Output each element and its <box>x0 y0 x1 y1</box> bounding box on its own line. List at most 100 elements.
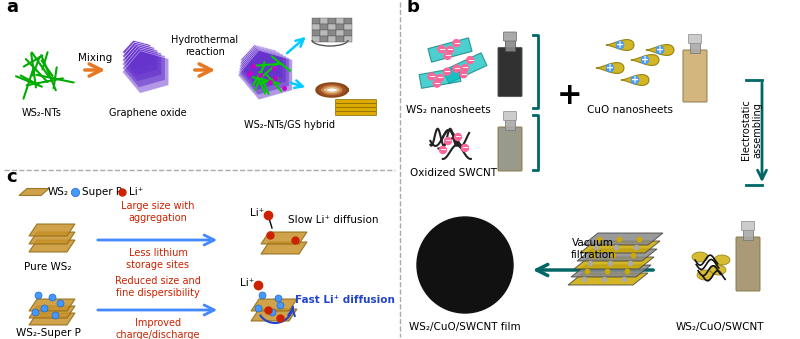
FancyBboxPatch shape <box>736 237 760 291</box>
Polygon shape <box>583 233 663 245</box>
Text: Pure WS₂: Pure WS₂ <box>24 262 72 272</box>
Bar <box>312 36 320 42</box>
Polygon shape <box>29 232 75 244</box>
Polygon shape <box>239 48 286 90</box>
Text: WS₂/CuO/SWCNT film: WS₂/CuO/SWCNT film <box>409 322 521 332</box>
Text: WS₂ nanosheets: WS₂ nanosheets <box>406 105 490 115</box>
Circle shape <box>437 75 443 81</box>
Text: +: + <box>631 75 639 85</box>
FancyBboxPatch shape <box>335 103 377 107</box>
Bar <box>336 18 344 24</box>
Text: Reduced size and
fine dispersibility: Reduced size and fine dispersibility <box>115 276 201 298</box>
Polygon shape <box>261 242 307 254</box>
Bar <box>505 118 515 130</box>
Polygon shape <box>697 270 713 280</box>
FancyBboxPatch shape <box>335 100 377 103</box>
Text: Improved
charge/discharge
stability: Improved charge/discharge stability <box>116 318 200 339</box>
Polygon shape <box>568 273 648 285</box>
Text: Fast Li⁺ diffusion: Fast Li⁺ diffusion <box>295 295 395 305</box>
Polygon shape <box>646 44 674 56</box>
Text: Vacuum
filtration: Vacuum filtration <box>570 238 615 260</box>
FancyBboxPatch shape <box>335 112 377 116</box>
Polygon shape <box>122 48 165 87</box>
Bar <box>336 30 344 36</box>
Text: WS₂-NTs/GS hybrid: WS₂-NTs/GS hybrid <box>245 120 335 130</box>
Text: Li⁺: Li⁺ <box>129 187 143 197</box>
Polygon shape <box>692 252 708 262</box>
Polygon shape <box>443 53 487 83</box>
FancyBboxPatch shape <box>503 112 517 120</box>
Text: +: + <box>656 45 664 55</box>
Polygon shape <box>428 38 472 62</box>
Text: +: + <box>606 63 614 73</box>
Bar <box>312 30 320 36</box>
FancyBboxPatch shape <box>498 127 522 171</box>
Circle shape <box>453 65 460 72</box>
Circle shape <box>454 134 462 140</box>
Polygon shape <box>122 51 169 93</box>
Bar <box>320 36 328 42</box>
Polygon shape <box>606 40 634 51</box>
Polygon shape <box>29 306 75 318</box>
Text: Graphene oxide: Graphene oxide <box>109 108 187 118</box>
Circle shape <box>428 73 435 80</box>
Circle shape <box>631 76 639 84</box>
Text: Slow Li⁺ diffusion: Slow Li⁺ diffusion <box>288 215 378 225</box>
FancyBboxPatch shape <box>683 50 707 102</box>
Text: Mixing: Mixing <box>78 53 112 63</box>
FancyBboxPatch shape <box>335 107 377 112</box>
Bar <box>344 36 352 42</box>
Text: CuO nanosheets: CuO nanosheets <box>587 105 673 115</box>
Text: WS₂-NTs: WS₂-NTs <box>22 108 62 118</box>
Bar <box>312 24 320 30</box>
Bar <box>344 18 352 24</box>
Text: −: − <box>454 133 462 141</box>
Polygon shape <box>238 49 289 95</box>
Circle shape <box>444 52 451 59</box>
Circle shape <box>434 80 441 87</box>
Text: −: − <box>466 56 474 65</box>
Circle shape <box>466 57 474 64</box>
Text: Oxidized SWCNT: Oxidized SWCNT <box>410 168 497 178</box>
Text: Large size with
aggregation: Large size with aggregation <box>122 201 194 223</box>
Text: +: + <box>641 55 649 65</box>
Text: Less lithium
storage sites: Less lithium storage sites <box>126 248 190 270</box>
Text: b: b <box>406 0 419 16</box>
Text: Electrostatic
assembling: Electrostatic assembling <box>742 100 763 160</box>
Polygon shape <box>122 40 150 64</box>
Bar <box>505 39 515 51</box>
Polygon shape <box>29 240 75 252</box>
Circle shape <box>439 146 446 154</box>
Polygon shape <box>239 47 283 85</box>
Circle shape <box>462 144 469 152</box>
Bar <box>690 41 700 53</box>
Text: −: − <box>428 72 435 81</box>
Polygon shape <box>571 265 651 277</box>
Text: c: c <box>6 168 17 186</box>
Polygon shape <box>241 45 277 75</box>
Text: −: − <box>438 45 445 54</box>
FancyBboxPatch shape <box>498 47 522 97</box>
Text: −: − <box>446 45 454 55</box>
Bar <box>328 36 336 42</box>
Polygon shape <box>577 249 657 261</box>
Text: −: − <box>445 137 451 145</box>
Circle shape <box>616 41 624 49</box>
Polygon shape <box>580 241 660 253</box>
Polygon shape <box>122 44 158 76</box>
Polygon shape <box>29 224 75 236</box>
Text: −: − <box>437 74 443 82</box>
Polygon shape <box>251 309 297 321</box>
Bar <box>320 18 328 24</box>
Text: −: − <box>462 63 469 73</box>
Text: Li⁺: Li⁺ <box>250 208 264 218</box>
Polygon shape <box>19 188 49 196</box>
Text: −: − <box>443 67 450 76</box>
Bar <box>336 36 344 42</box>
Text: −: − <box>453 64 460 73</box>
Text: +: + <box>557 80 583 109</box>
Polygon shape <box>261 232 307 244</box>
Polygon shape <box>122 46 162 81</box>
Polygon shape <box>714 255 730 265</box>
Text: Super P: Super P <box>82 187 122 197</box>
